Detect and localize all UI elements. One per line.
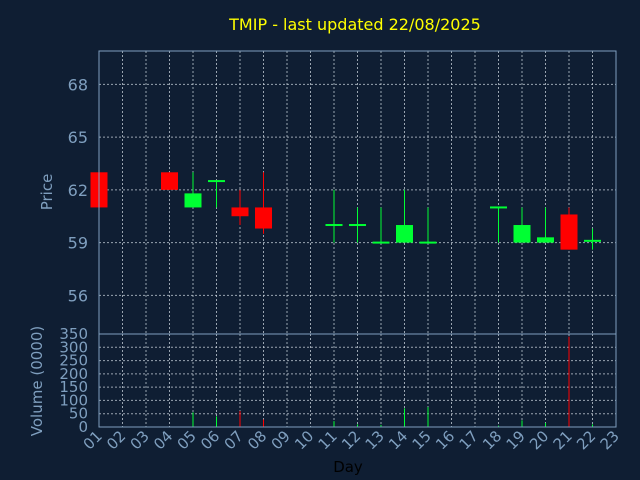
candle-body [513, 225, 531, 243]
candle-body [584, 239, 601, 242]
candle-body [372, 241, 390, 244]
volume-tick-label: 0 [78, 418, 88, 436]
candle-body [537, 237, 554, 243]
candle-body [161, 172, 178, 190]
volume-axis-label: Volume (0000) [28, 326, 46, 436]
price-axis-label: Price [38, 174, 56, 211]
volume-bars [169, 336, 593, 427]
price-tick-label: 68 [68, 75, 88, 94]
x-ticks: 0102030405060708091011121314151617181920… [80, 427, 623, 453]
candle-body [208, 180, 225, 183]
volume-tick-label: 100 [59, 391, 88, 409]
volume-tick-label: 300 [59, 338, 88, 356]
price-tick-label: 59 [68, 234, 88, 253]
price-y-ticks: 56 59 62 65 68 [68, 75, 88, 305]
candle-body [231, 207, 249, 217]
chart-title: TMIP - last updated 22/08/2025 [228, 15, 481, 34]
candle-body [396, 225, 413, 243]
candle-body [490, 206, 507, 209]
candle-body [560, 214, 578, 250]
x-axis-label: Day [333, 458, 363, 476]
volume-panel-frame [98, 333, 617, 428]
candle-body [325, 224, 343, 227]
volume-tick-label: 50 [69, 405, 88, 423]
candle-body [184, 193, 202, 208]
volume-tick-label: 250 [59, 352, 88, 370]
volume-tick-label: 150 [59, 378, 88, 396]
volume-tick-label: 200 [59, 365, 88, 383]
candle-body [255, 207, 272, 229]
volume-tick-label: 350 [59, 325, 88, 343]
candle-body [419, 241, 437, 244]
candle-body [349, 224, 366, 227]
price-tick-label: 62 [68, 181, 88, 200]
price-tick-label: 56 [68, 286, 88, 305]
price-tick-label: 65 [68, 128, 88, 147]
